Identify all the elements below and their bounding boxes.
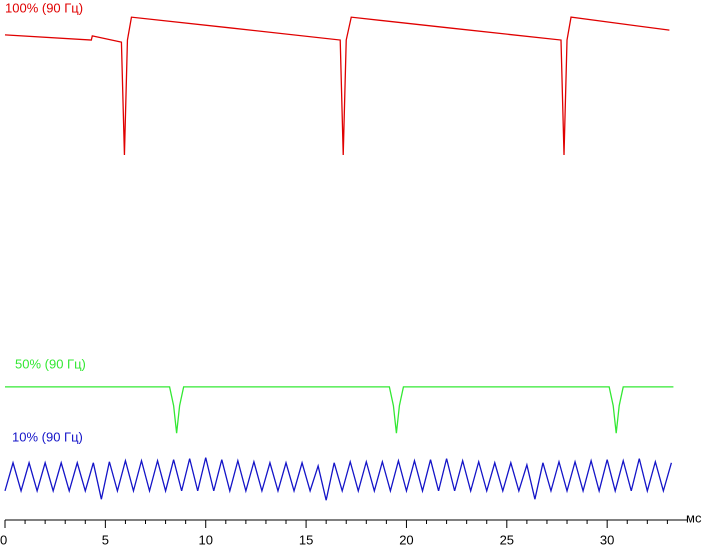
x-tick-label: 20 [399,532,413,547]
legend-label: 100% (90 Гц) [5,0,83,15]
x-axis-label: мс [686,510,702,525]
trace [4,16,670,155]
legend-label: 10% (90 Гц) [12,429,83,444]
x-tick-label: 25 [500,532,514,547]
x-tick-label: 5 [102,532,109,547]
trace [4,457,673,501]
x-tick-label: 30 [600,532,614,547]
x-tick-label: 15 [299,532,313,547]
legend-label: 50% (90 Гц) [15,356,86,371]
trace [5,386,674,434]
x-tick-label: 0 [0,532,7,547]
x-tick-label: 10 [198,532,212,547]
